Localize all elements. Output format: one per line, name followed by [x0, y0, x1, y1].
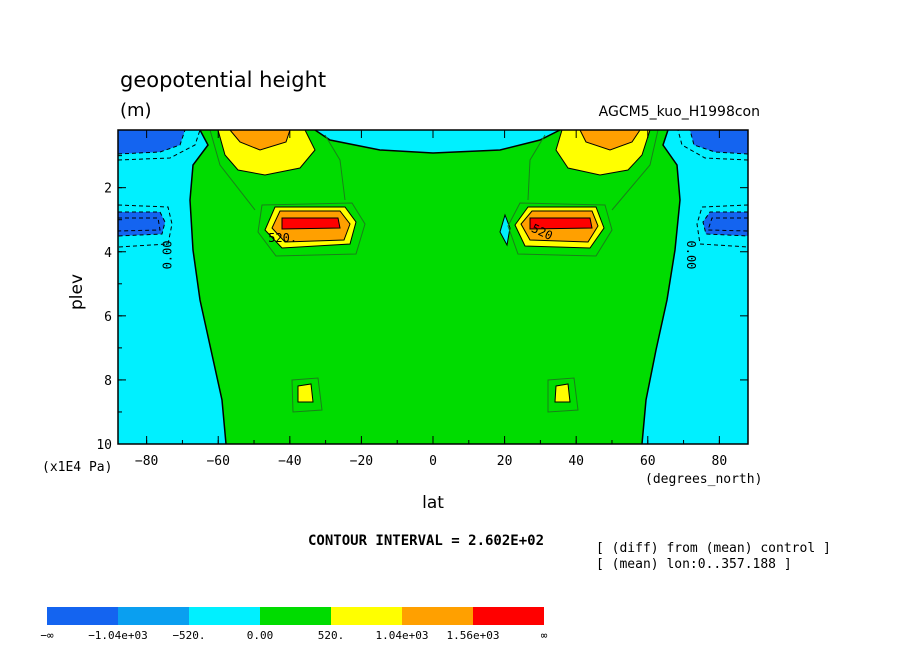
y-axis-units: (x1E4 Pa) [42, 460, 112, 475]
red-band-left [282, 218, 340, 229]
blue-band-left [118, 212, 165, 236]
green-region [190, 130, 680, 444]
colorbar-label: −1.04e+03 [88, 629, 148, 642]
colorbar-label: −520. [172, 629, 205, 642]
blue-corner-left [118, 130, 185, 154]
colorbar-label: ∞ [541, 629, 548, 642]
x-tick-label: 0 [429, 454, 437, 469]
x-tick-label: −20 [350, 454, 373, 469]
x-tick-label: 80 [712, 454, 728, 469]
colorbar-label: 1.04e+03 [376, 629, 429, 642]
x-axis: −80 −60 −40 −20 0 20 40 60 80 [135, 130, 727, 469]
chart-units: (m) [120, 100, 152, 121]
colorbar-segment [260, 607, 331, 625]
contour-lines [118, 130, 748, 444]
note-diff: [ (diff) from (mean) control ] [596, 541, 831, 556]
contour-fill [118, 130, 748, 444]
y-tick-label: 4 [104, 246, 112, 261]
colorbar-segment [402, 607, 473, 625]
red-band-right [530, 218, 592, 229]
colorbar: −∞ −1.04e+03 −520. 0.00 520. 1.04e+03 1.56e+03… [40, 607, 548, 642]
colorbar-segment [331, 607, 402, 625]
x-tick-label: 20 [497, 454, 513, 469]
x-tick-label: 40 [568, 454, 584, 469]
x-tick-label: −60 [206, 454, 229, 469]
x-tick-label: 60 [640, 454, 656, 469]
y-tick-label: 8 [104, 374, 112, 389]
y-axis-label: plev [67, 274, 87, 310]
y-tick-label: 10 [96, 438, 112, 453]
colorbar-segment [189, 607, 260, 625]
contour-label: 0.00 [161, 241, 175, 270]
x-tick-label: −80 [135, 454, 158, 469]
x-axis-label: lat [422, 493, 444, 513]
blue-band-right [703, 212, 748, 236]
yellow-spot-right [555, 384, 570, 402]
y-axis: 2 4 6 8 10 [96, 155, 748, 453]
x-axis-units: (degrees_north) [645, 472, 762, 487]
contour-interval: CONTOUR INTERVAL = 2.602E+02 [308, 533, 545, 549]
colorbar-label: 0.00 [247, 629, 274, 642]
yellow-spot-left [298, 384, 313, 402]
colorbar-segment [118, 607, 189, 625]
y-tick-label: 2 [104, 182, 112, 197]
note-mean: [ (mean) lon:0..357.188 ] [596, 557, 792, 572]
contour-label: 520. [268, 231, 297, 245]
colorbar-label: −∞ [40, 629, 54, 642]
contour-label: 0.00 [684, 241, 698, 270]
colorbar-label: 520. [318, 629, 345, 642]
colorbar-segment [47, 607, 118, 625]
y-tick-label: 6 [104, 310, 112, 325]
chart-title: geopotential height [120, 68, 327, 92]
colorbar-label: 1.56e+03 [447, 629, 500, 642]
run-name: AGCM5_kuo_H1998con [598, 104, 760, 120]
colorbar-segment [473, 607, 544, 625]
x-tick-label: −40 [278, 454, 301, 469]
